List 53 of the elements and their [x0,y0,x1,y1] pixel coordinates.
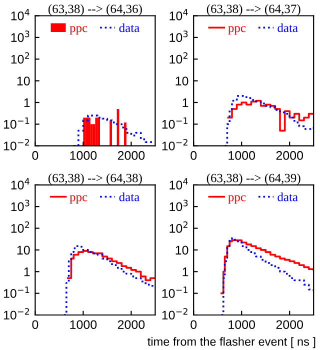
legend-label: ppc [70,195,88,204]
x-tick-label: 1000 [70,320,97,330]
legend-label: data [119,23,140,32]
y-tick-label: 1 [24,268,30,276]
y-tick-label: 10$^{−2}$ [4,139,30,150]
y-tick-label: 1 [182,268,188,276]
x-axis-title: time from the flasher event [ ns ] [148,337,316,348]
y-tick-label: 10$^{−1}$ [162,286,188,298]
y-tick-label: 10$^{3}$ [170,200,188,212]
y-tick-label: 10$^{3}$ [170,30,188,42]
legend-label: data [278,192,298,202]
x-tick-label: 2000 [276,151,304,160]
text: ppc [228,26,246,35]
y-tick-label: 10$^{−1}$ [162,117,188,129]
text: ppc [228,195,246,204]
y-tick-label: 10$^{−2}$ [162,139,188,150]
x-tick-label: 0 [190,151,197,160]
y-tick-label: 10$^{−2}$ [162,308,188,320]
x-tick-label: 0 [190,320,197,330]
chart-title: (63,38) --> (64,38) [48,173,142,185]
y-tick-label: 10 [17,76,30,86]
y-tick-label: 10 [17,246,30,255]
y-tick-label: 10$^{−1}$ [4,117,30,129]
y-tick-label: 10$^{2}$ [11,52,30,64]
x-tick-label: 0 [32,151,38,160]
chart-title: (63,38) --> (64,37) [206,4,300,16]
chart-title: (63,38) --> (64,39) [206,173,300,185]
x-tick-label: 1000 [228,151,256,160]
y-tick-label: 10$^{4}$ [170,178,188,190]
y-tick-label: 10$^{2}$ [11,221,30,233]
y-tick-label: 10$^{3}$ [11,200,30,212]
legend-label: data [278,23,298,32]
y-tick-label: 10$^{2}$ [170,52,188,64]
y-tick-label: 1 [24,98,30,108]
y-tick-label: 10$^{4}$ [170,9,188,20]
y-tick-label: 10$^{4}$ [11,178,30,190]
y-tick-label: 1 [182,98,188,108]
x-tick-label: 2000 [118,151,145,160]
x-tick-label: 1000 [228,320,256,330]
y-tick-label: 10$^{−1}$ [4,286,30,298]
y-tick-label: 10$^{4}$ [11,9,30,20]
x-tick-label: 2000 [118,320,145,330]
y-tick-label: 10 [176,246,188,255]
y-tick-label: 10$^{−2}$ [4,308,30,320]
y-tick-label: 10$^{2}$ [170,221,188,233]
chart-title: (63,38) --> (64,36) [48,4,142,16]
y-tick-label: 10$^{3}$ [11,30,30,42]
legend-label: data [119,192,140,202]
x-tick-label: 2000 [276,320,304,330]
legend-label: ppc [70,26,88,35]
x-tick-label: 0 [32,320,38,330]
x-tick-label: 1000 [70,151,97,160]
y-tick-label: 10 [176,76,188,86]
